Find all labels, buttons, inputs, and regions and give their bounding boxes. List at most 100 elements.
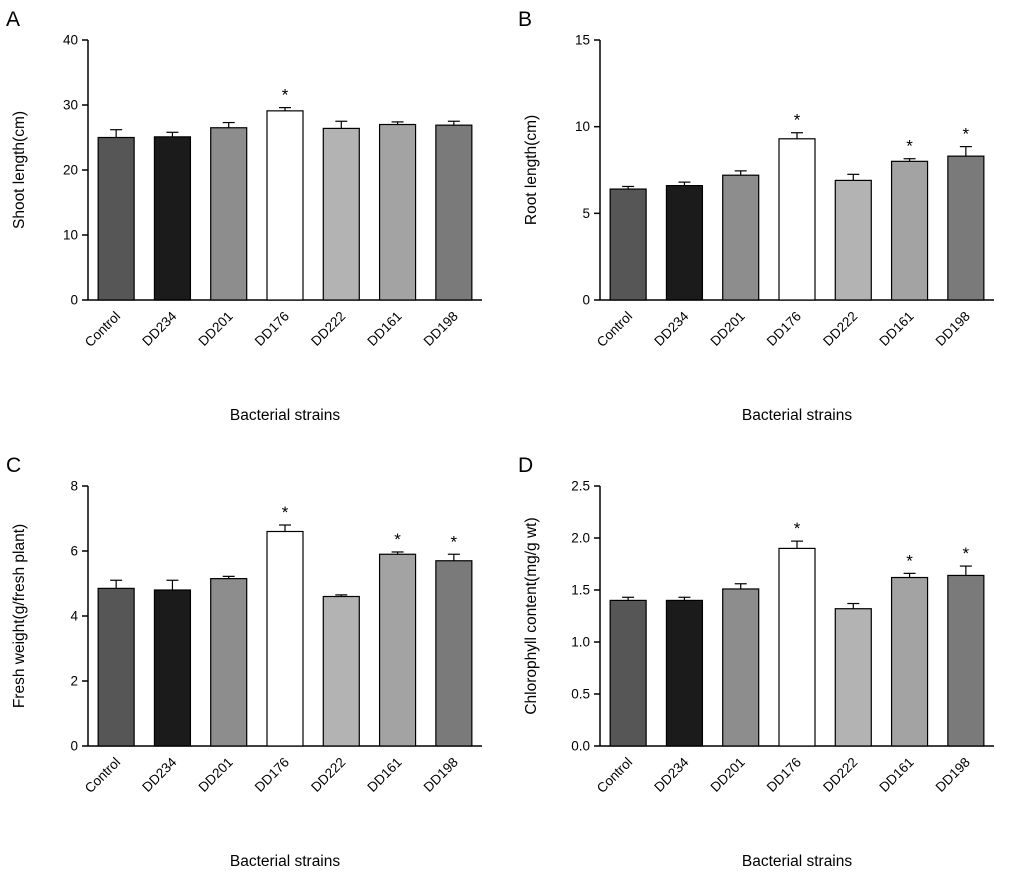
bar-DD222 <box>834 179 872 301</box>
category-label: DD161 <box>876 309 916 349</box>
y-tick-label: 1.0 <box>571 635 590 650</box>
bar-DD198 <box>435 560 473 747</box>
bar-DD161 <box>378 123 417 301</box>
bar-DD161 <box>890 160 929 301</box>
bar-DD234 <box>153 589 192 747</box>
category-label: DD234 <box>651 308 692 349</box>
significance-star: * <box>794 111 801 130</box>
category-label: DD198 <box>933 309 973 349</box>
category-label: DD201 <box>196 755 236 795</box>
panel-letter: C <box>6 454 21 477</box>
y-tick-label: 15 <box>575 33 590 48</box>
category-label: DD222 <box>820 755 860 795</box>
bar-Control <box>97 587 135 747</box>
panel-letter: B <box>518 8 532 31</box>
y-tick-label: 2.0 <box>571 531 590 546</box>
bar-DD198 <box>947 155 985 301</box>
y-tick-label: 0.5 <box>571 687 590 702</box>
category-label: Control <box>594 755 635 796</box>
bar-DD201 <box>722 174 760 301</box>
y-tick-label: 10 <box>63 228 78 243</box>
category-label: DD176 <box>764 309 804 349</box>
y-axis-title: Root length(cm) <box>523 115 540 225</box>
bar-DD201 <box>210 578 248 747</box>
panel-letter: A <box>6 8 20 31</box>
bar-Control <box>609 188 647 301</box>
significance-star: * <box>451 532 458 551</box>
category-label: DD198 <box>421 309 461 349</box>
category-label: DD198 <box>933 755 973 795</box>
bar-DD176 <box>778 138 816 301</box>
chart-panel-C: C 0 2 4 6 8 Control DD234 DD201 * DD176 DD222 * DD161… <box>6 454 482 870</box>
y-tick-label: 1.5 <box>571 583 590 598</box>
y-axis-title: Shoot length(cm) <box>11 111 28 229</box>
category-label: DD161 <box>364 755 404 795</box>
y-tick-label: 30 <box>63 98 78 113</box>
chart-panel-D: D 0.0 0.5 1.0 1.5 2.0 2.5 Control DD234 DD201 * DD1… <box>518 454 994 870</box>
bar-DD198 <box>435 124 473 301</box>
panel-c: C 0 2 4 6 8 Control DD234 DD201 * DD176 DD222 * DD161… <box>0 446 512 892</box>
category-label: DD201 <box>708 309 748 349</box>
bar-DD234 <box>153 136 192 301</box>
significance-star: * <box>906 551 913 570</box>
y-tick-label: 0 <box>70 293 78 308</box>
bar-DD222 <box>834 608 872 747</box>
significance-star: * <box>282 503 289 522</box>
category-label: DD234 <box>139 308 180 349</box>
category-label: Control <box>594 309 635 350</box>
bar-DD176 <box>778 547 816 747</box>
x-axis-title: Bacterial strains <box>742 407 853 424</box>
y-tick-label: 40 <box>63 33 78 48</box>
significance-star: * <box>963 125 970 144</box>
bar-DD176 <box>266 530 304 747</box>
significance-star: * <box>906 137 913 156</box>
bar-DD198 <box>947 574 985 747</box>
y-tick-label: 8 <box>70 479 78 494</box>
category-label: DD176 <box>252 755 292 795</box>
y-tick-label: 2.5 <box>571 479 590 494</box>
category-label: DD222 <box>820 309 860 349</box>
panel-b: B 0 5 10 15 Control DD234 DD201 * DD176 DD222 * DD16… <box>512 0 1024 446</box>
y-tick-label: 0 <box>582 293 590 308</box>
y-tick-label: 6 <box>70 544 78 559</box>
y-tick-label: 0.0 <box>571 739 590 754</box>
y-tick-label: 4 <box>70 609 78 624</box>
y-tick-label: 20 <box>63 163 78 178</box>
bar-DD201 <box>722 588 760 747</box>
panel-a: A 0 10 20 30 40 Control DD234 DD201 * DD176 DD222 DD… <box>0 0 512 446</box>
category-label: Control <box>82 755 123 796</box>
y-tick-label: 10 <box>575 119 590 134</box>
bar-Control <box>609 599 647 747</box>
bar-DD161 <box>890 576 929 747</box>
x-axis-title: Bacterial strains <box>742 853 853 870</box>
category-label: DD176 <box>252 309 292 349</box>
chart-panel-A: A 0 10 20 30 40 Control DD234 DD201 * DD176 DD222 DD… <box>6 8 482 424</box>
category-label: DD198 <box>421 755 461 795</box>
bar-Control <box>97 136 135 301</box>
significance-star: * <box>963 544 970 563</box>
y-axis-title: Chlorophyll content(mg/g wt) <box>523 517 540 714</box>
bar-DD176 <box>266 110 304 301</box>
significance-star: * <box>282 86 289 105</box>
bar-DD222 <box>322 595 360 747</box>
category-label: DD234 <box>651 754 692 795</box>
category-label: Control <box>82 309 123 350</box>
category-label: DD176 <box>764 755 804 795</box>
y-axis-title: Fresh weight(g/fresh plant) <box>11 524 28 708</box>
x-axis-title: Bacterial strains <box>230 853 341 870</box>
significance-star: * <box>394 530 401 549</box>
bar-DD201 <box>210 127 248 301</box>
bar-DD161 <box>378 553 417 747</box>
chart-panel-B: B 0 5 10 15 Control DD234 DD201 * DD176 DD222 * DD16… <box>518 8 994 424</box>
category-label: DD161 <box>364 309 404 349</box>
significance-star: * <box>794 519 801 538</box>
category-label: DD161 <box>876 755 916 795</box>
category-label: DD222 <box>308 755 348 795</box>
bar-DD222 <box>322 127 360 301</box>
category-label: DD222 <box>308 309 348 349</box>
y-tick-label: 2 <box>70 674 78 689</box>
y-tick-label: 5 <box>582 206 590 221</box>
bar-DD234 <box>665 185 704 301</box>
